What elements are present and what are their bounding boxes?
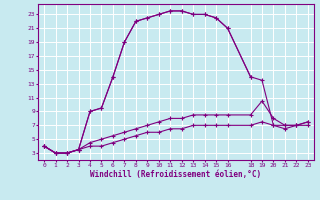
X-axis label: Windchill (Refroidissement éolien,°C): Windchill (Refroidissement éolien,°C) [91, 170, 261, 179]
